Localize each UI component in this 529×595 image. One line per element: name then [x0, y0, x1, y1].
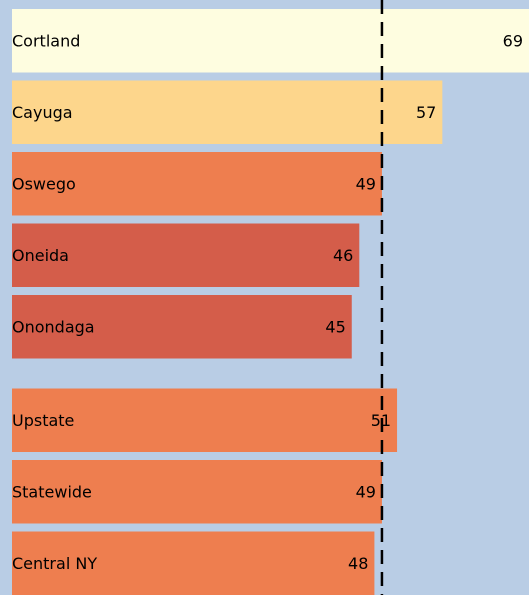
- category-label: Oneida: [12, 246, 69, 265]
- value-label: 49: [356, 174, 376, 193]
- bar: [12, 295, 352, 359]
- value-label: 46: [333, 246, 353, 265]
- bar: [12, 531, 375, 595]
- bar: [12, 460, 382, 524]
- bar: [12, 388, 398, 452]
- bar: [12, 9, 529, 73]
- category-label: Oswego: [12, 174, 76, 193]
- bar: [12, 80, 443, 144]
- category-label: Central NY: [12, 554, 97, 573]
- bar: [12, 223, 360, 287]
- category-label: Upstate: [12, 411, 74, 430]
- category-label: Cayuga: [12, 103, 73, 122]
- value-label: 48: [348, 554, 368, 573]
- category-label: Cortland: [12, 31, 80, 50]
- category-label: Statewide: [12, 482, 92, 501]
- value-label: 49: [356, 482, 376, 501]
- value-label: 57: [416, 103, 436, 122]
- bar: [12, 152, 382, 216]
- value-label: 69: [503, 31, 523, 50]
- value-label: 45: [325, 317, 345, 336]
- category-label: Onondaga: [12, 317, 95, 336]
